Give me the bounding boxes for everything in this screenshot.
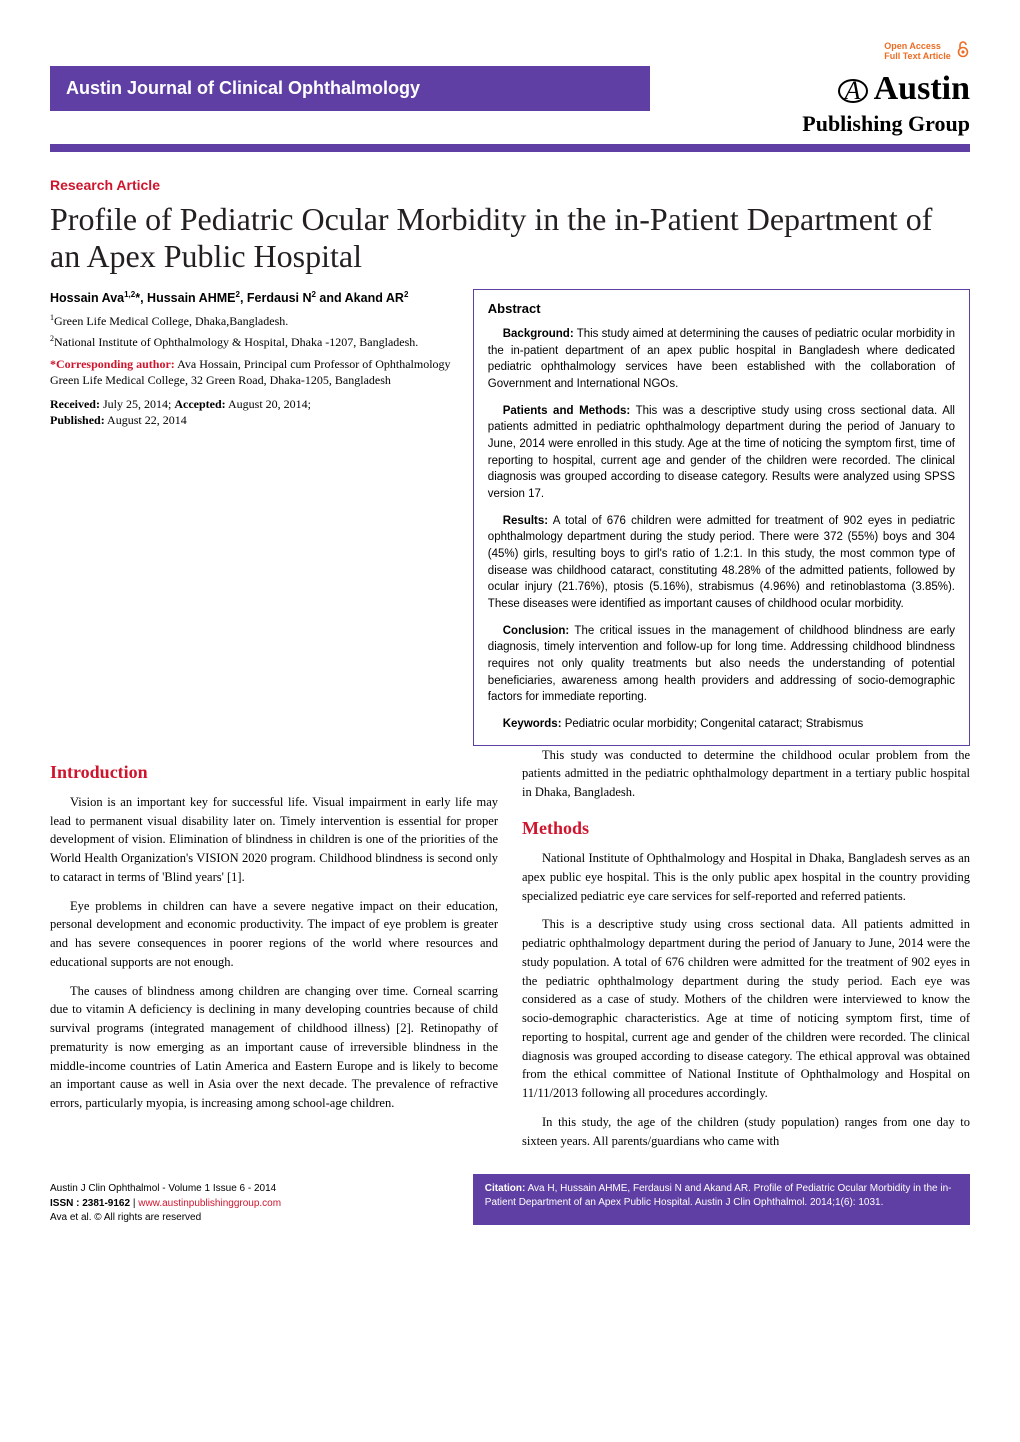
header-bar: Austin Journal of Clinical Ophthalmology… [50,40,970,140]
article-title: Profile of Pediatric Ocular Morbidity in… [50,201,970,275]
methods-para-1: National Institute of Ophthalmology and … [522,849,970,905]
methods-heading: Methods [522,816,970,841]
introduction-heading: Introduction [50,760,498,785]
abstract-heading: Abstract [488,300,955,318]
header-divider [50,144,970,152]
abstract-column: Abstract Background: This study aimed at… [473,289,970,746]
article-type-label: Research Article [50,176,970,196]
journal-name-plate: Austin Journal of Clinical Ophthalmology [50,66,650,111]
received-date: July 25, 2014; [100,397,174,411]
intro-para-1: Vision is an important key for successfu… [50,793,498,887]
footer-meta: Austin J Clin Ophthalmol - Volume 1 Issu… [50,1174,455,1225]
meta-abstract-row: Hossain Ava1,2*, Hussain AHME2, Ferdausi… [50,289,970,746]
accepted-date: August 20, 2014; [226,397,311,411]
abstract-keywords: Keywords: Pediatric ocular morbidity; Co… [488,716,955,733]
published-date: August 22, 2014 [105,413,187,427]
brand-name-row: A Austin [670,65,970,113]
author-list: Hossain Ava1,2*, Hussain AHME2, Ferdausi… [50,289,455,308]
abstract-background: Background: This study aimed at determin… [488,326,955,393]
affiliation-2: 2National Institute of Ophthalmology & H… [50,334,455,350]
citation-label: Citation: [485,1183,526,1194]
abstract-results: Results: A total of 676 children were ad… [488,513,955,613]
corresponding-label: *Corresponding author: [50,357,175,371]
author-meta-column: Hossain Ava1,2*, Hussain AHME2, Ferdausi… [50,289,455,433]
citation-text: Ava H, Hussain AHME, Ferdausi N and Akan… [485,1183,952,1208]
abstract-box: Abstract Background: This study aimed at… [473,289,970,746]
article-body: Introduction Vision is an important key … [50,746,970,1151]
received-label: Received: [50,397,100,411]
abstract-methods: Patients and Methods: This was a descrip… [488,403,955,503]
methods-para-3: In this study, the age of the children (… [522,1113,970,1151]
brand-austin: Austin [874,65,970,113]
publisher-link[interactable]: www.austinpublishinggroup.com [138,1198,281,1209]
footer-volume: Austin J Clin Ophthalmol - Volume 1 Issu… [50,1182,455,1196]
footer-rights: Ava et al. © All rights are reserved [50,1211,455,1225]
published-label: Published: [50,413,105,427]
affiliation-1: 1Green Life Medical College, Dhaka,Bangl… [50,313,455,329]
methods-para-2: This is a descriptive study using cross … [522,915,970,1103]
footer-issn: ISSN : 2381-9162 [50,1198,130,1209]
page-root: Austin Journal of Clinical Ophthalmology… [0,0,1020,1255]
open-access-text: Open Access Full Text Article [884,42,951,62]
publisher-brand-block: Open Access Full Text Article A Austin P… [670,40,970,140]
brand-publishing-group: Publishing Group [670,109,970,140]
accepted-label: Accepted: [174,397,225,411]
open-access-line1: Open Access [884,41,941,51]
open-access-line2: Full Text Article [884,51,951,61]
brand-logo-icon: A [838,79,868,103]
intro-para-2: Eye problems in children can have a seve… [50,897,498,972]
footer-issn-line: ISSN : 2381-9162 | www.austinpublishingg… [50,1197,455,1211]
open-access-icon [956,40,970,63]
corresponding-author: *Corresponding author: Ava Hossain, Prin… [50,356,455,388]
open-access-badge: Open Access Full Text Article [670,40,970,63]
intro-para-4: This study was conducted to determine th… [522,746,970,802]
abstract-conclusion: Conclusion: The critical issues in the m… [488,623,955,706]
footer-row: Austin J Clin Ophthalmol - Volume 1 Issu… [50,1174,970,1225]
article-dates: Received: July 25, 2014; Accepted: Augus… [50,396,455,428]
citation-box: Citation: Ava H, Hussain AHME, Ferdausi … [473,1174,970,1225]
intro-para-3: The causes of blindness among children a… [50,982,498,1113]
